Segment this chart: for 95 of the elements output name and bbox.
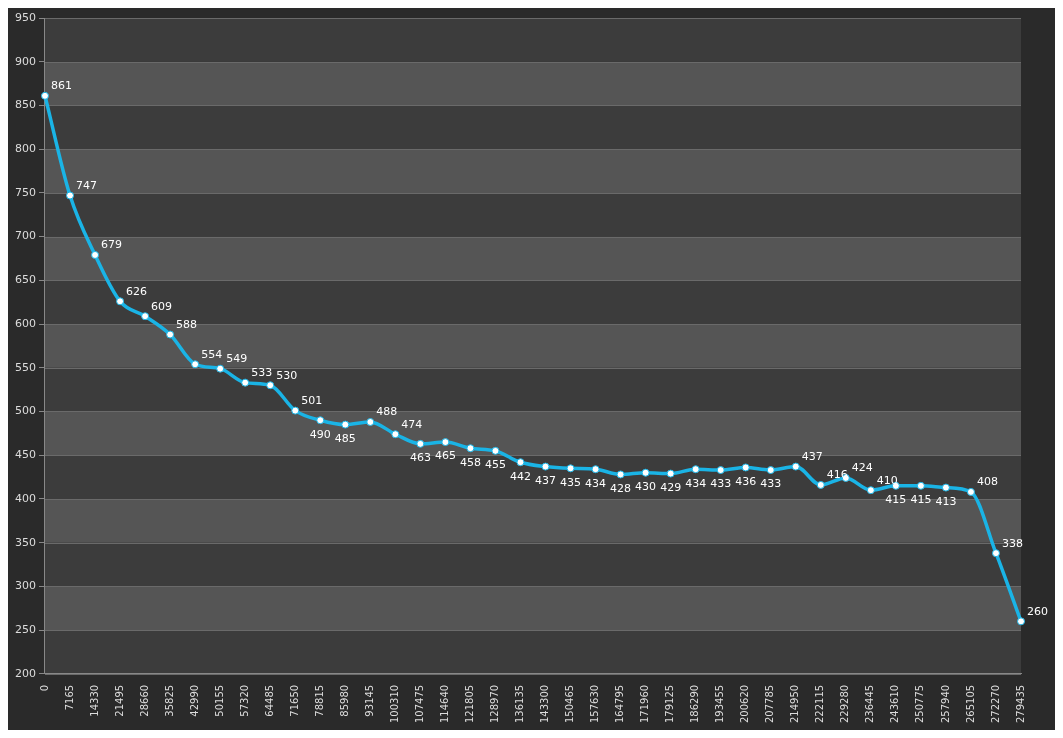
data-label: 435: [560, 475, 582, 489]
y-tick-label: 300: [15, 579, 36, 593]
data-label: 338: [1001, 536, 1023, 550]
y-tick-label: 600: [15, 316, 36, 330]
data-label: 488: [376, 405, 398, 419]
data-label: 458: [459, 455, 481, 469]
data-label: 465: [434, 449, 456, 463]
x-tick-label: 107475: [413, 684, 425, 724]
data-label: 413: [935, 494, 957, 508]
data-label: 430: [635, 480, 657, 494]
y-tick-label: 850: [15, 98, 36, 112]
y-tick-label: 650: [15, 273, 36, 287]
x-tick-label: 114640: [439, 684, 450, 724]
data-label: 485: [334, 431, 356, 445]
data-label: 463: [409, 451, 431, 465]
data-label: 429: [660, 480, 682, 494]
data-label: 415: [910, 493, 932, 507]
data-label: 609: [151, 299, 173, 313]
x-tick-label: 265105: [964, 684, 976, 724]
data-label: 501: [301, 393, 323, 407]
data-label: 549: [226, 352, 248, 366]
data-label: 434: [585, 476, 607, 490]
x-tick-label: 193455: [714, 684, 726, 724]
data-label: 424: [851, 461, 873, 475]
x-tick-label: 279435: [1014, 684, 1026, 724]
y-tick-label: 550: [15, 360, 36, 374]
x-tick-label: 186290: [689, 684, 701, 724]
x-tick-label: 50155: [213, 684, 225, 717]
data-label: 437: [801, 449, 823, 463]
x-tick-label: 14330: [88, 684, 100, 717]
x-tick-label: 236445: [864, 684, 876, 724]
data-label: 260: [1027, 604, 1048, 618]
x-tick-label: 250775: [914, 684, 926, 724]
data-label: 442: [509, 469, 531, 483]
y-tick-label: 800: [15, 142, 36, 156]
data-label: 626: [126, 284, 148, 298]
y-tick-label: 400: [15, 491, 36, 505]
x-tick-label: 71650: [288, 684, 300, 717]
data-label: 433: [710, 477, 732, 491]
data-label: 588: [176, 317, 198, 331]
data-label: 533: [251, 366, 273, 379]
y-tick-label: 500: [15, 404, 36, 418]
y-tick-label: 950: [15, 10, 36, 24]
data-label: 455: [484, 458, 506, 472]
data-label: 490: [309, 427, 331, 441]
x-tick-label: 164795: [614, 684, 626, 724]
x-tick-label: 85980: [338, 684, 350, 717]
x-tick-label: 229280: [839, 684, 851, 724]
x-tick-label: 179125: [664, 684, 676, 724]
data-label: 861: [51, 79, 72, 93]
y-tick-label: 450: [15, 448, 36, 462]
x-tick-label: 64485: [263, 684, 275, 717]
data-label: 433: [760, 477, 782, 491]
x-tick-label: 100310: [388, 684, 400, 724]
y-tick-label: 250: [15, 622, 36, 636]
data-label: 437: [535, 473, 557, 487]
y-tick-label: 200: [15, 666, 36, 680]
data-label: 428: [610, 481, 632, 495]
data-label: 415: [885, 493, 907, 507]
data-label: 434: [685, 476, 707, 490]
x-tick-label: 272270: [989, 684, 1001, 724]
x-tick-label: 214950: [789, 684, 801, 724]
data-label: 436: [735, 474, 757, 488]
data-label: 474: [401, 417, 423, 431]
x-tick-label: 171960: [639, 684, 651, 724]
x-tick-label: 35825: [163, 684, 175, 717]
x-tick-label: 222115: [814, 684, 826, 724]
data-label: 554: [201, 347, 223, 361]
y-tick-label: 350: [15, 535, 36, 549]
x-tick-label: 136135: [514, 684, 526, 724]
x-tick-label: 0: [38, 684, 50, 692]
data-label: 408: [976, 475, 998, 489]
x-tick-label: 93145: [363, 684, 375, 717]
x-tick-label: 28660: [138, 684, 150, 717]
x-tick-label: 200620: [739, 684, 751, 724]
x-tick-label: 78815: [313, 684, 325, 717]
x-tick-label: 42990: [188, 684, 200, 717]
x-tick-label: 257940: [939, 684, 951, 724]
y-tick-label: 900: [15, 54, 36, 68]
x-tick-label: 121805: [464, 684, 476, 724]
data-label: 679: [101, 238, 123, 252]
x-tick-label: 157630: [589, 684, 601, 724]
x-tick-label: 150465: [564, 684, 576, 724]
y-tick-label: 700: [15, 229, 36, 243]
x-tick-label: 128970: [489, 684, 501, 724]
x-tick-label: 207785: [764, 684, 776, 724]
x-tick-label: 21495: [113, 684, 125, 717]
x-tick-label: 243610: [889, 684, 901, 724]
data-label: 747: [76, 178, 98, 192]
x-tick-label: 143300: [539, 684, 551, 724]
x-tick-label: 57320: [238, 684, 250, 717]
data-label: 410: [876, 473, 898, 487]
y-tick-label: 750: [15, 185, 36, 199]
data-label: 530: [276, 368, 298, 382]
x-tick-label: 7165: [63, 684, 75, 711]
